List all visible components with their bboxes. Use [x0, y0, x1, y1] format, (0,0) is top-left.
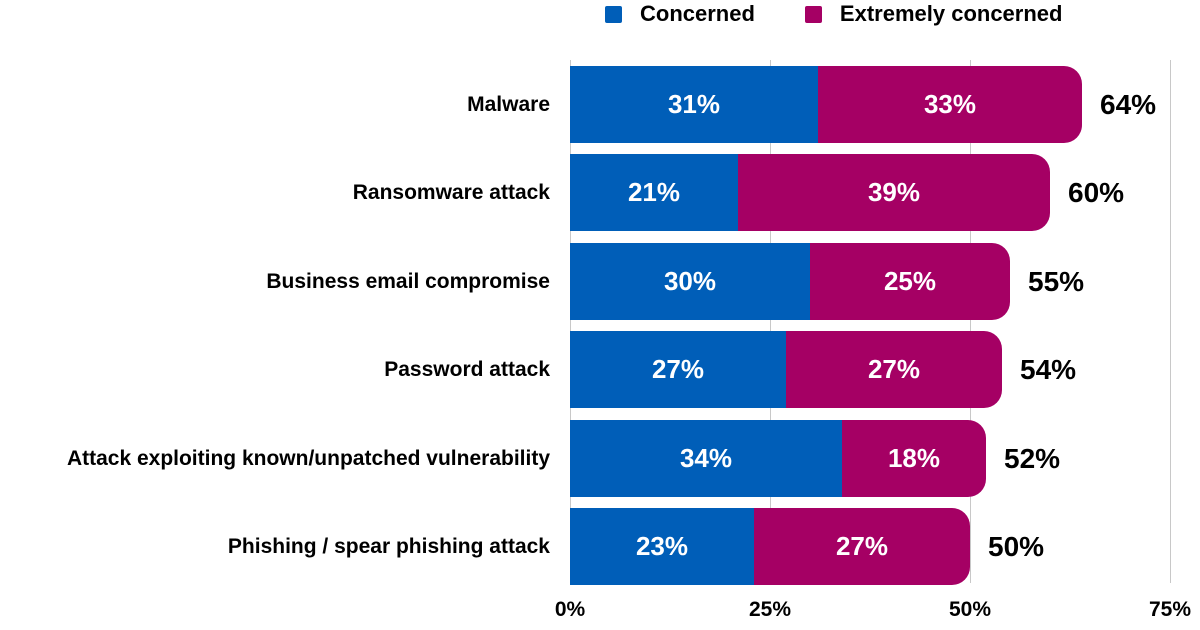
- category-label: Password attack: [384, 358, 550, 381]
- segment-value: 27%: [835, 531, 889, 561]
- category-label: Ransomware attack: [352, 181, 550, 204]
- legend-label: Concerned: [640, 1, 755, 26]
- bar-row: Phishing / spear phishing attack 23% 27%…: [0, 508, 1200, 585]
- segment-value: 34%: [679, 443, 733, 473]
- bar-row: Business email compromise 30% 25% 55%: [0, 243, 1200, 320]
- segment-value: 33%: [923, 89, 977, 119]
- bar-segment-concerned: 27%: [570, 331, 786, 408]
- stacked-bar: 30% 25%: [570, 243, 1010, 320]
- segment-value: 25%: [883, 266, 937, 296]
- bar-segment-concerned: 34%: [570, 420, 842, 497]
- x-tick: 50%: [948, 598, 992, 621]
- segment-value: 21%: [627, 177, 681, 207]
- bar-segment-extremely-concerned: 39%: [738, 154, 1050, 231]
- bar-segment-extremely-concerned: 27%: [786, 331, 1002, 408]
- legend-label: Extremely concerned: [839, 1, 1063, 26]
- total-label: 50%: [988, 531, 1045, 562]
- legend-item-extremely-concerned: Extremely concerned: [804, 1, 1063, 27]
- bar-segment-concerned: 30%: [570, 243, 810, 320]
- category-label: Attack exploiting known/unpatched vulner…: [66, 447, 550, 470]
- segment-value: 30%: [663, 266, 717, 296]
- gridline-75: [1170, 60, 1171, 583]
- x-tick: 0%: [554, 598, 586, 621]
- bar-segment-concerned: 31%: [570, 66, 818, 143]
- chart-legend: Concerned Extremely concerned: [605, 0, 1112, 28]
- total-label: 60%: [1068, 177, 1125, 208]
- segment-value: 23%: [635, 531, 689, 561]
- category-label: Malware: [467, 93, 550, 116]
- bar-row: Malware 31% 33% 64%: [0, 66, 1200, 143]
- bar-segment-concerned: 23%: [570, 508, 754, 585]
- total-label: 64%: [1100, 89, 1157, 120]
- category-label: Business email compromise: [266, 270, 550, 293]
- stacked-bar: 27% 27%: [570, 331, 1002, 408]
- segment-value: 31%: [667, 89, 721, 119]
- total-label: 55%: [1028, 266, 1085, 297]
- gridline-25: [770, 60, 771, 583]
- bar-segment-concerned: 21%: [570, 154, 738, 231]
- stacked-bar: 21% 39%: [570, 154, 1050, 231]
- total-label: 52%: [1004, 443, 1061, 474]
- gridline-50: [970, 60, 971, 583]
- stacked-bar: 31% 33%: [570, 66, 1082, 143]
- segment-value: 18%: [887, 443, 941, 473]
- bar-row: Attack exploiting known/unpatched vulner…: [0, 420, 1200, 497]
- total-label: 54%: [1020, 354, 1077, 385]
- category-label: Phishing / spear phishing attack: [227, 535, 550, 558]
- legend-swatch-concerned: [605, 5, 622, 23]
- bar-segment-extremely-concerned: 27%: [754, 508, 970, 585]
- x-tick: 25%: [748, 598, 792, 621]
- x-tick: 75%: [1148, 598, 1192, 621]
- bar-segment-extremely-concerned: 18%: [842, 420, 986, 497]
- axis-baseline: [570, 60, 571, 583]
- segment-value: 39%: [867, 177, 921, 207]
- segment-value: 27%: [867, 354, 921, 384]
- stacked-bar: 23% 27%: [570, 508, 970, 585]
- legend-swatch-extremely-concerned: [804, 5, 822, 23]
- bar-row: Password attack 27% 27% 54%: [0, 331, 1200, 408]
- bar-segment-extremely-concerned: 33%: [818, 66, 1082, 143]
- legend-item-concerned: Concerned: [605, 1, 755, 27]
- stacked-bar: 34% 18%: [570, 420, 986, 497]
- segment-value: 27%: [651, 354, 705, 384]
- bar-row: Ransomware attack 21% 39% 60%: [0, 154, 1200, 231]
- bar-segment-extremely-concerned: 25%: [810, 243, 1010, 320]
